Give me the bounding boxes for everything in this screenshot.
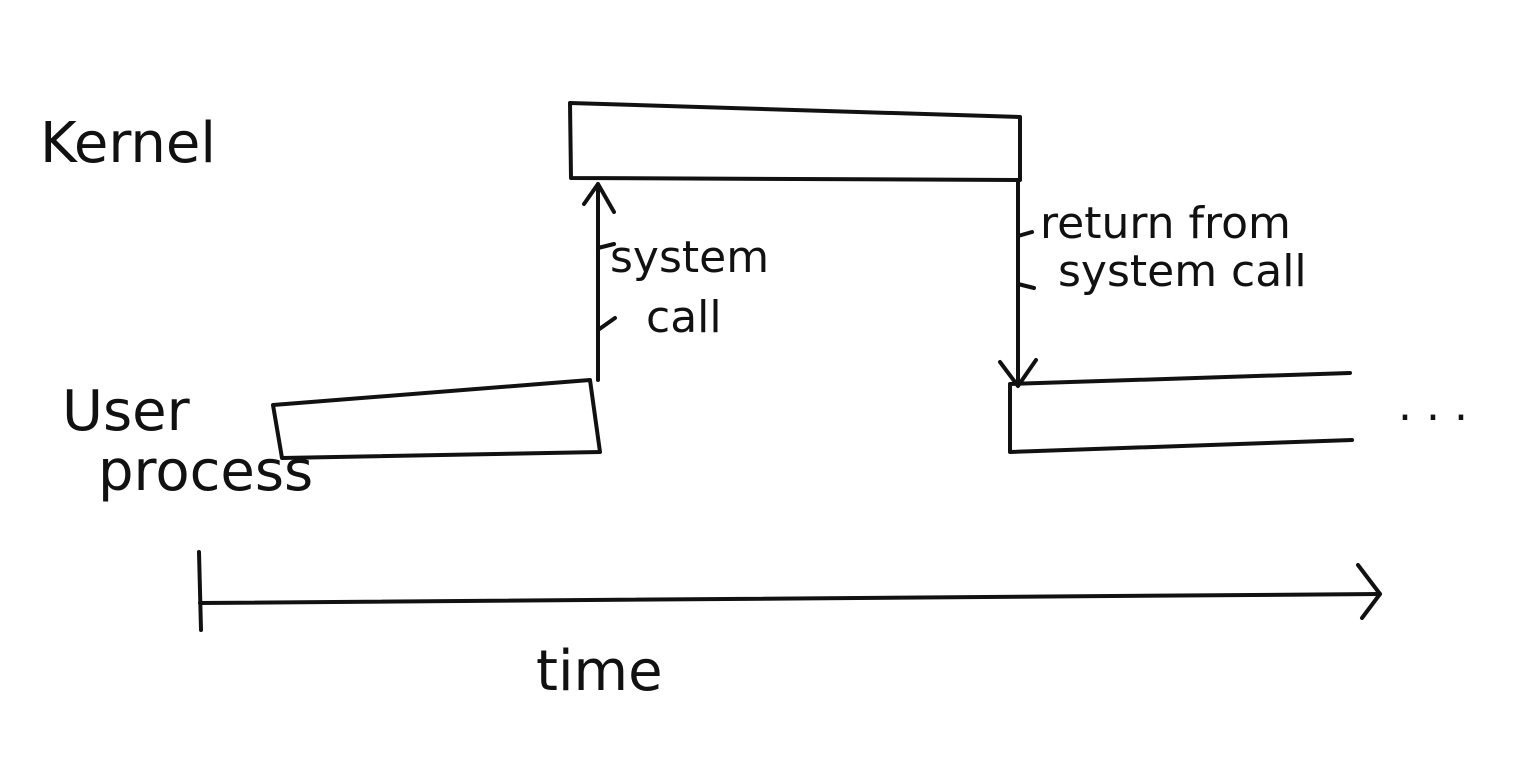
kernel-row-label: Kernel [40,111,216,176]
return-label-line2: system call [1058,246,1307,297]
system-call-label-line1: system [610,232,769,283]
user-process-block-before [271,378,602,460]
time-axis-label: time [536,639,663,704]
return-bracket-tick [1016,230,1036,290]
user-process-block-after [1008,371,1354,454]
system-call-bracket-tick [596,242,617,332]
return-label-line1: return from [1040,198,1291,249]
system-call-arrow [582,182,616,382]
kernel-execution-block [568,101,1022,182]
continuation-ellipsis: . . . [1398,380,1468,431]
user-process-label-line2: process [98,439,313,504]
time-axis-line [198,592,1382,605]
time-axis-start-tick [197,550,203,632]
user-process-label-line1: User [62,379,191,444]
time-axis-arrowhead [1356,563,1382,620]
system-call-label-line2: call [646,292,722,343]
